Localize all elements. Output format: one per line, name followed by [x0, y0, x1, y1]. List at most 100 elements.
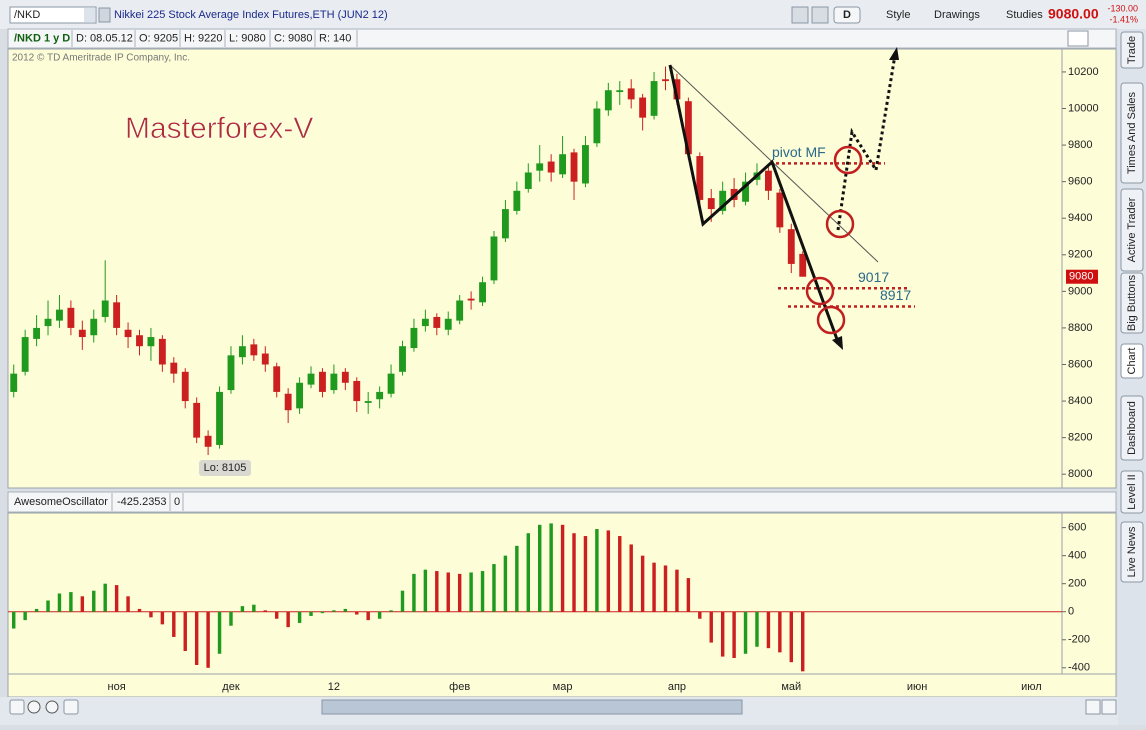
tab[interactable] [1120, 470, 1144, 514]
instrument: Nikkei 225 Stock Average Index Futures,E… [114, 9, 388, 21]
oscillator-bar [229, 611, 233, 626]
period-label[interactable]: D [843, 9, 851, 21]
period-button[interactable] [833, 6, 861, 24]
oscillator-bar [492, 564, 496, 612]
oscillator-bar [252, 604, 256, 612]
zoom-in[interactable] [27, 700, 41, 714]
reset-button[interactable] [63, 699, 79, 715]
y-tick-label: -200 [1068, 634, 1090, 646]
candle-body [662, 79, 669, 82]
symbol-box[interactable] [9, 6, 97, 24]
candle-body [204, 435, 212, 447]
tab-label[interactable]: Chart [1126, 348, 1138, 375]
x-tick-label: мар [553, 681, 573, 693]
settings-icon[interactable] [1067, 30, 1089, 47]
y-tick-label: 10000 [1068, 102, 1099, 114]
candle-body [764, 170, 772, 191]
oscillator-bar [538, 524, 542, 612]
tab[interactable] [1120, 343, 1144, 379]
candle-body [136, 335, 143, 347]
candle-body [593, 108, 601, 144]
oscillator-bar [332, 610, 336, 612]
tab-label[interactable]: Times And Sales [1126, 91, 1138, 174]
oscillator-bar [286, 611, 290, 628]
symbol[interactable]: /NKD [14, 9, 40, 21]
candle-body [673, 79, 681, 100]
tool-icon[interactable] [791, 6, 809, 24]
dropdown[interactable] [84, 8, 95, 22]
x-tick-label: июл [1021, 681, 1042, 693]
tab[interactable] [1120, 395, 1144, 461]
y-tick-label: 8200 [1068, 432, 1092, 444]
oscillator-bar [366, 611, 370, 621]
oscillator-bar [560, 524, 565, 612]
candle-body [101, 300, 109, 317]
oscillator-bar [12, 611, 16, 629]
candle-body [113, 302, 121, 328]
change: -130.00 [1107, 3, 1138, 13]
oscillator-plot: -400 -200 0 200 400 600 [8, 522, 1090, 674]
oscillator-bar [686, 578, 691, 612]
info-cell: O: 9205 [139, 32, 178, 44]
tab[interactable] [1120, 31, 1144, 69]
candle-body [684, 101, 692, 155]
candle-body [170, 362, 178, 374]
tab[interactable] [1120, 521, 1144, 583]
tab[interactable] [1120, 272, 1144, 334]
candle-body [604, 90, 612, 111]
zoom-out[interactable] [45, 700, 59, 714]
oscillator-bar [549, 523, 553, 612]
tool-icon[interactable] [811, 6, 829, 24]
tab[interactable] [1120, 188, 1144, 272]
oscillator-bar [583, 536, 588, 612]
oscillator-bar [606, 530, 611, 612]
tab-label[interactable]: Live News [1126, 526, 1138, 577]
y-tick-label: 9400 [1068, 212, 1092, 224]
studies-button[interactable]: Studies [1006, 9, 1043, 21]
low-box [199, 460, 251, 476]
candle-body [742, 181, 749, 202]
oscillator-bar [263, 610, 267, 612]
candle-body [158, 338, 166, 365]
x-tick-label: фев [449, 681, 470, 693]
last-price: 9080.00 [1048, 6, 1099, 22]
tab-label[interactable]: Trade [1126, 36, 1138, 64]
info-cell: D: 08.05.12 [76, 32, 133, 44]
y-tick-label: 8000 [1068, 468, 1092, 480]
circle-marker [805, 276, 835, 306]
style-button[interactable]: Style [886, 9, 910, 21]
x-tick-label: ноя [108, 681, 126, 693]
zigzag [668, 64, 840, 343]
y-tick-label: 0 [1068, 606, 1074, 618]
tab-label[interactable]: Level II [1126, 474, 1138, 509]
candle-body [250, 344, 258, 356]
icon[interactable] [98, 7, 111, 23]
candle-body [341, 371, 349, 383]
oscillator-bar [789, 611, 793, 663]
candle-body [330, 373, 338, 391]
oscillator-bar [652, 562, 656, 612]
y-tick-label: 9600 [1068, 176, 1092, 188]
y-tick-label: 600 [1068, 522, 1086, 534]
candle-body [227, 355, 235, 391]
tab-label[interactable]: Dashboard [1126, 401, 1138, 455]
candle-body [387, 373, 395, 394]
candle-body [456, 300, 464, 321]
oscillator-bar [480, 571, 485, 612]
zoom-button[interactable] [9, 699, 25, 715]
tab-label[interactable]: Big Buttons [1126, 274, 1138, 331]
tab[interactable] [1120, 82, 1144, 184]
oscillator-bar [629, 544, 633, 612]
candle-body [399, 346, 406, 372]
drawings-button[interactable]: Drawings [934, 9, 980, 21]
scrollbar[interactable] [321, 699, 743, 715]
scroll-button[interactable] [1085, 699, 1101, 715]
tab-label[interactable]: Active Trader [1126, 197, 1138, 262]
oscillator-bar [743, 611, 748, 654]
candle-body [444, 318, 452, 330]
price-plot: 8000 8200 8400 8600 8800 9000 9200 9400 9600 9800… [10, 66, 1099, 480]
scroll-button[interactable] [1101, 699, 1117, 715]
oscillator-bar [435, 571, 439, 612]
y-tick-label: -400 [1068, 662, 1090, 674]
oscillator-bar [720, 611, 725, 657]
